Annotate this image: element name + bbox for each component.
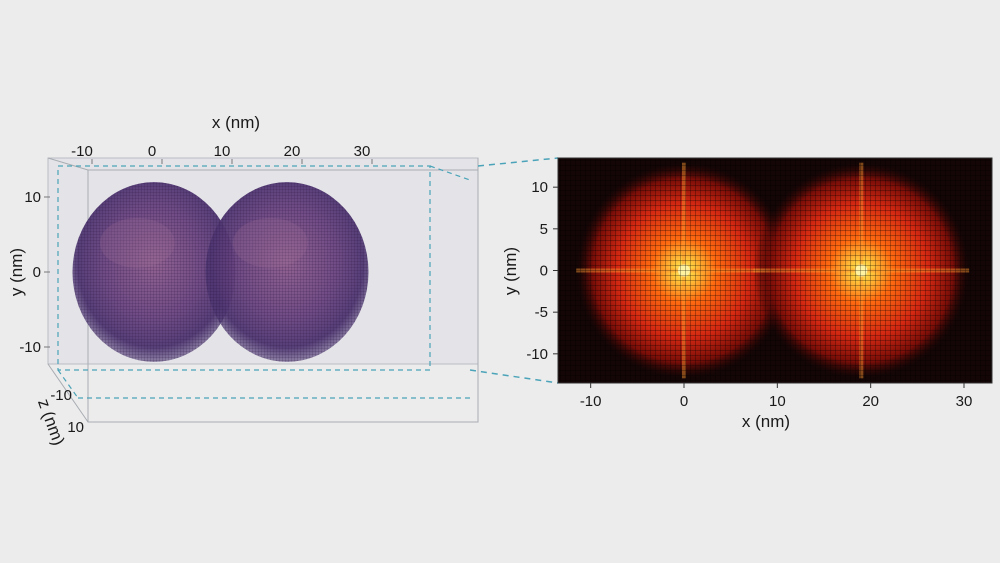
x-tick-label-3d: 30 — [354, 143, 371, 160]
box-dashed-edge — [57, 369, 79, 399]
x-tick-label-3d: 10 — [214, 143, 231, 160]
z-tick-label-3d: -10 — [50, 387, 72, 404]
panel-heatmap: -10 0 10 20 30 10 5 0 -5 -10 x (nm) y (nm) — [501, 157, 993, 431]
heatmap-x-tick-label: 0 — [680, 393, 688, 410]
box-dashed-edge — [429, 165, 471, 181]
heatmap-y-tick-label: -5 — [535, 304, 548, 321]
heatmap-y-tick-label: 0 — [540, 263, 548, 280]
heatmap-y-tick-label: -10 — [526, 346, 548, 363]
connector-top — [477, 157, 559, 167]
heatmap-y-tick-label: 10 — [531, 179, 548, 196]
particles-3d — [72, 182, 369, 362]
y-tick-label-3d: -10 — [19, 339, 41, 356]
y-tick-label-3d: 0 — [33, 264, 41, 281]
y-ticks-3d: 10 0 -10 — [19, 189, 50, 356]
x-tick-label-3d: -10 — [71, 143, 93, 160]
panel-3d: -10 0 10 20 30 10 0 -10 -10 10 x (nm) y (nm) z … — [7, 113, 479, 448]
x-axis-title-3d: x (nm) — [212, 113, 260, 132]
particle-2-voxels — [205, 182, 369, 362]
box-dashed-slab — [57, 165, 431, 371]
z-tick-label-3d: 10 — [67, 419, 84, 436]
x-ticks-3d: -10 0 10 20 30 — [71, 143, 373, 164]
heatmap-x-axis-title: x (nm) — [742, 412, 790, 431]
particle-1-highlight — [99, 217, 175, 268]
heatmap-grid-texture — [558, 158, 992, 383]
y-axis-title-3d: y (nm) — [7, 248, 26, 296]
particle-2 — [205, 182, 369, 362]
z-ticks-3d: -10 10 — [50, 387, 84, 436]
heatmap-y-tick-label: 5 — [540, 221, 548, 238]
z-axis-title-3d: z (nm) — [34, 396, 68, 448]
x-tick-label-3d: 20 — [284, 143, 301, 160]
box-edge — [47, 157, 89, 171]
heatmap-y-ticks: 10 5 0 -5 -10 — [526, 179, 558, 363]
heatmap-x-tick-label: 20 — [862, 393, 879, 410]
particle-1-voxels — [72, 182, 236, 362]
particle-1 — [72, 182, 236, 362]
heatmap-x-tick-label: 30 — [956, 393, 973, 410]
heatmap-x-tick-label: -10 — [580, 393, 602, 410]
particle-2-highlight — [232, 217, 308, 268]
x-tick-label-3d: 0 — [148, 143, 156, 160]
y-tick-label-3d: 10 — [24, 189, 41, 206]
heatmap-y-axis-title: y (nm) — [501, 247, 520, 295]
connector-bottom — [469, 369, 559, 384]
box-edge — [47, 363, 89, 423]
heatmap-x-tick-label: 10 — [769, 393, 786, 410]
heatmap-x-ticks: -10 0 10 20 30 — [580, 383, 973, 410]
